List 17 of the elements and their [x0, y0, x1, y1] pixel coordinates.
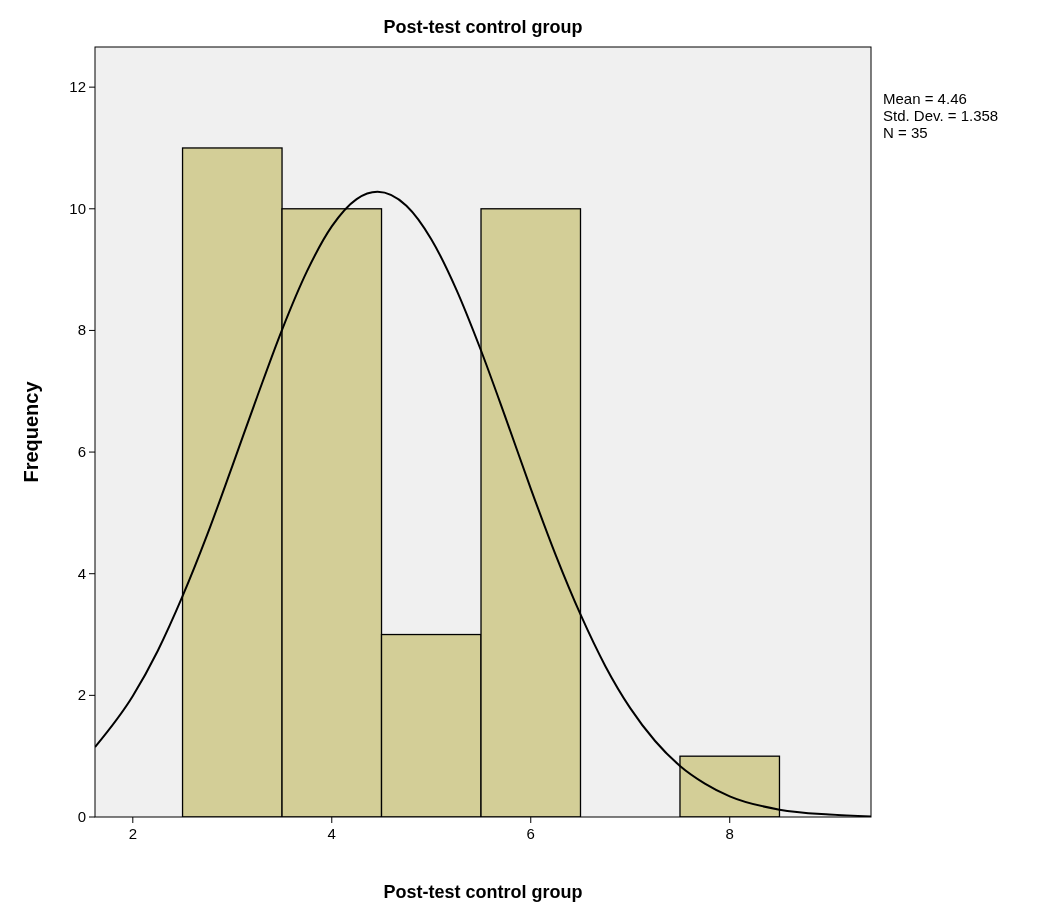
text: Std. Dev. = 1.358	[883, 107, 999, 124]
text: N = 35	[883, 124, 928, 141]
y-tick-label: 12	[69, 78, 86, 96]
x-tick-label: 8	[725, 825, 734, 842]
x-axis-title: Post-test control group	[383, 882, 583, 902]
x-tick-label: 4	[327, 825, 336, 842]
y-tick-label: 6	[77, 443, 86, 461]
y-tick-label: 8	[77, 321, 86, 339]
y-tick-label: 10	[69, 199, 86, 217]
chart-title: Post-test control group	[383, 17, 583, 37]
x-tick-label: 6	[526, 825, 535, 842]
x-tick-label: 2	[128, 825, 137, 842]
y-tick-label: 0	[77, 808, 86, 825]
text: Mean = 4.46	[883, 90, 967, 107]
y-tick-label: 4	[77, 564, 86, 582]
y-axis-title: Frequency	[20, 380, 42, 483]
y-tick-label: 2	[77, 686, 86, 704]
